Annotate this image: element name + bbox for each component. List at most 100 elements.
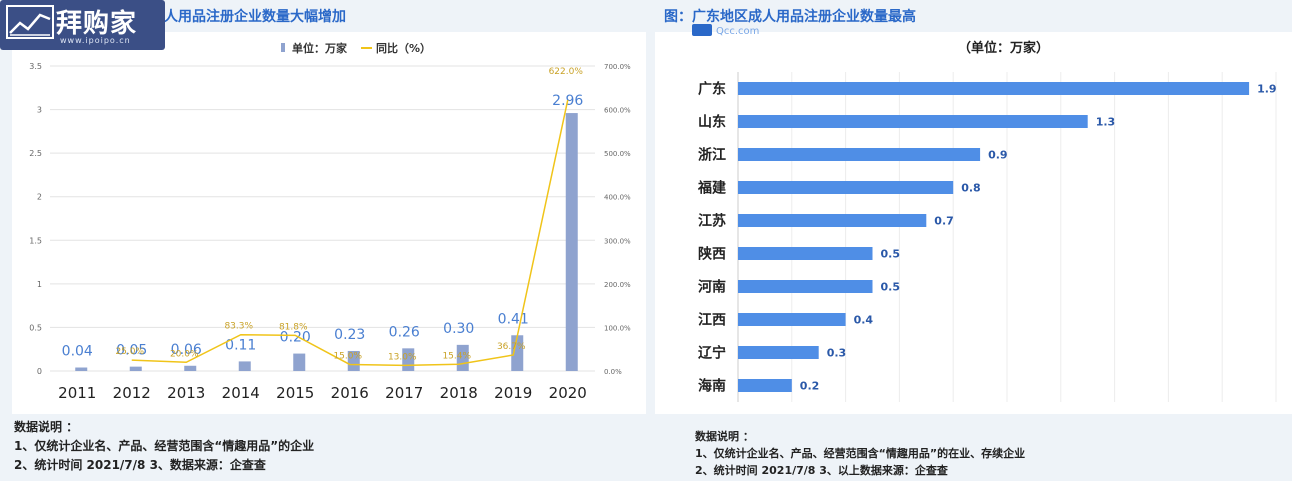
yoy-value-label: 13.0% (388, 352, 417, 362)
bar (738, 346, 819, 359)
y2-tick-label: 200.0% (604, 281, 631, 289)
yoy-value-label: 36.7% (497, 342, 526, 352)
legend-line-label: 同比（%） (376, 41, 431, 55)
y-tick-label: 3 (37, 106, 42, 115)
y-tick-label: 2 (37, 193, 42, 202)
y-tick-label: 1.5 (29, 236, 42, 245)
right-notes-heading: 数据说明 ： (695, 430, 754, 443)
bar-value-label: 0.04 (62, 344, 93, 360)
bar-value-label: 0.20 (280, 330, 311, 346)
bar (184, 365, 197, 371)
legend-bar-label: 单位：万家 (292, 41, 348, 55)
bar-value-label: 0.06 (171, 342, 202, 358)
bar-value-label: 0.9 (988, 149, 1008, 162)
y2-tick-label: 700.0% (604, 63, 631, 71)
bar (738, 247, 873, 260)
unit-label: （单位：万家） (958, 40, 1049, 56)
x-tick-label: 2016 (331, 384, 369, 402)
yoy-value-label: 83.3% (224, 322, 253, 332)
y2-tick-label: 100.0% (604, 324, 631, 332)
bar (738, 280, 873, 293)
bar-value-label: 0.2 (800, 380, 820, 393)
right-notes-line2: 2、统计时间 2021/7/8 3、以上数据来源：企查查 (695, 464, 948, 477)
x-tick-label: 2018 (440, 384, 478, 402)
x-tick-label: 2015 (276, 384, 314, 402)
logo-url: www.ipoipo.cn (60, 36, 131, 45)
bar (347, 350, 360, 371)
category-label: 江苏 (698, 213, 726, 230)
bar (738, 313, 846, 326)
category-label: 辽宁 (698, 345, 726, 362)
x-tick-label: 2014 (222, 384, 260, 402)
yoy-value-label: 20.0% (170, 349, 199, 359)
yoy-value-label: 622.0% (549, 67, 584, 77)
bar-value-label: 0.23 (334, 327, 365, 343)
bar-value-label: 1.9 (1257, 83, 1277, 96)
bar (738, 82, 1250, 95)
right-notes-line1: 1、仅统计企业名、产品、经营范围含“情趣用品”的在业、存续企业 (695, 447, 1026, 460)
logo-chart-icon (6, 5, 54, 39)
bar (129, 366, 142, 371)
left-notes-heading: 数据说明 ： (14, 420, 79, 434)
x-tick-label: 2017 (385, 384, 423, 402)
y-tick-label: 3.5 (29, 62, 42, 71)
bar-value-label: 0.3 (827, 347, 847, 360)
category-label: 山东 (698, 114, 726, 131)
bar-value-label: 0.7 (934, 215, 954, 228)
category-label: 河南 (698, 279, 726, 296)
right-chart-title: 图：广东地区成人用品注册企业数量最高 (664, 9, 916, 25)
bar (738, 115, 1088, 128)
bar (738, 379, 792, 392)
category-label: 广东 (698, 81, 726, 98)
category-label: 江西 (698, 312, 726, 329)
bar (738, 181, 954, 194)
category-label: 海南 (698, 378, 726, 395)
qcc-watermark: Qcc.com (692, 24, 759, 37)
yoy-value-label: 25.0% (115, 347, 144, 357)
y2-tick-label: 600.0% (604, 107, 631, 115)
y2-tick-label: 500.0% (604, 150, 631, 158)
left-notes-line2: 2、统计时间 2021/7/8 3、数据来源：企查查 (14, 458, 266, 472)
y-tick-label: 2.5 (29, 149, 42, 158)
brand-logo: 拜购家 www.ipoipo.cn (0, 0, 165, 50)
bar (293, 353, 306, 371)
y-tick-label: 1 (37, 280, 42, 289)
bar-value-label: 0.26 (389, 324, 420, 340)
bar-value-label: 0.4 (854, 314, 874, 327)
y-tick-label: 0.5 (29, 323, 42, 332)
category-label: 陕西 (698, 246, 726, 263)
yoy-value-label: 15.0% (333, 351, 362, 361)
bar-value-label: 0.5 (881, 281, 901, 294)
bar-value-label: 0.05 (116, 343, 147, 359)
bar (75, 367, 88, 371)
legend-bar-swatch (281, 43, 285, 52)
bar (238, 361, 251, 371)
category-label: 浙江 (698, 147, 726, 164)
bar (738, 148, 981, 161)
yoy-value-label: 15.4% (442, 351, 471, 361)
y2-tick-label: 400.0% (604, 194, 631, 202)
y2-tick-label: 300.0% (604, 237, 631, 245)
x-tick-label: 2011 (58, 384, 96, 402)
y2-tick-label: 0.0% (604, 368, 622, 376)
yoy-value-label: 81.8% (279, 322, 308, 332)
bar (565, 113, 578, 372)
yoy-line (131, 99, 569, 367)
x-tick-label: 2020 (549, 384, 587, 402)
x-tick-label: 2012 (113, 384, 151, 402)
category-label: 福建 (697, 180, 726, 197)
left-chart-title: 成人用品注册企业数量大幅增加 (150, 9, 346, 25)
bar-value-label: 0.5 (881, 248, 901, 261)
left-notes-line1: 1、仅统计企业名、产品、经营范围含“情趣用品”的企业 (14, 439, 315, 453)
y-tick-label: 0 (37, 367, 42, 376)
x-tick-label: 2013 (167, 384, 205, 402)
x-tick-label: 2019 (494, 384, 532, 402)
bar-value-label: 0.30 (443, 321, 474, 337)
bar (511, 335, 524, 371)
qcc-text: Qcc.com (716, 26, 759, 37)
left-chart-panel (12, 32, 646, 414)
bar-value-label: 1.3 (1096, 116, 1116, 129)
bar-value-label: 0.11 (225, 337, 256, 353)
